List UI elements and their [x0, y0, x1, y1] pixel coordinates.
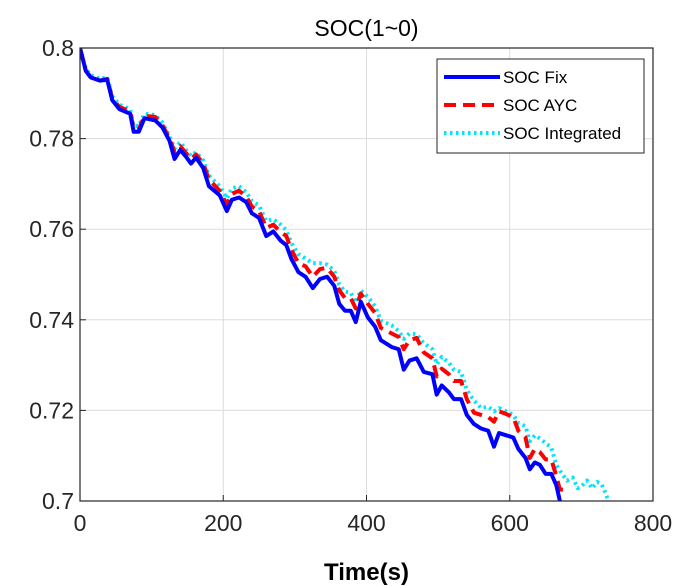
plot-frame [79, 47, 654, 502]
x-tick-labels: 0 200 400 600 800 [74, 510, 673, 536]
series-layer [80, 48, 611, 501]
y-tick-label: 0.72 [29, 397, 74, 423]
chart-title: SOC(1~0) [314, 15, 418, 41]
y-tick-label: 0.8 [42, 35, 74, 61]
legend-label-soc-ayc: SOC AYC [503, 96, 577, 115]
series-line-soc-integrated [80, 48, 611, 501]
x-tick-label: 0 [74, 510, 87, 536]
y-tick-label: 0.74 [29, 307, 74, 333]
x-tick-label: 800 [634, 510, 672, 536]
y-tick-labels: 0.7 0.72 0.74 0.76 0.78 0.8 [29, 35, 74, 514]
series-line-soc-fix [80, 48, 562, 501]
y-tick-label: 0.7 [42, 488, 74, 514]
x-tick-label: 600 [491, 510, 529, 536]
y-tick-label: 0.76 [29, 216, 74, 242]
legend: SOC Fix SOC AYC SOC Integrated [436, 58, 645, 154]
x-tick-label: 200 [204, 510, 242, 536]
x-axis-title: Time(s) [324, 559, 409, 586]
y-tick-label: 0.78 [29, 126, 74, 152]
x-tick-label: 400 [347, 510, 385, 536]
legend-label-soc-fix: SOC Fix [503, 68, 568, 87]
legend-label-soc-integrated: SOC Integrated [503, 124, 621, 143]
